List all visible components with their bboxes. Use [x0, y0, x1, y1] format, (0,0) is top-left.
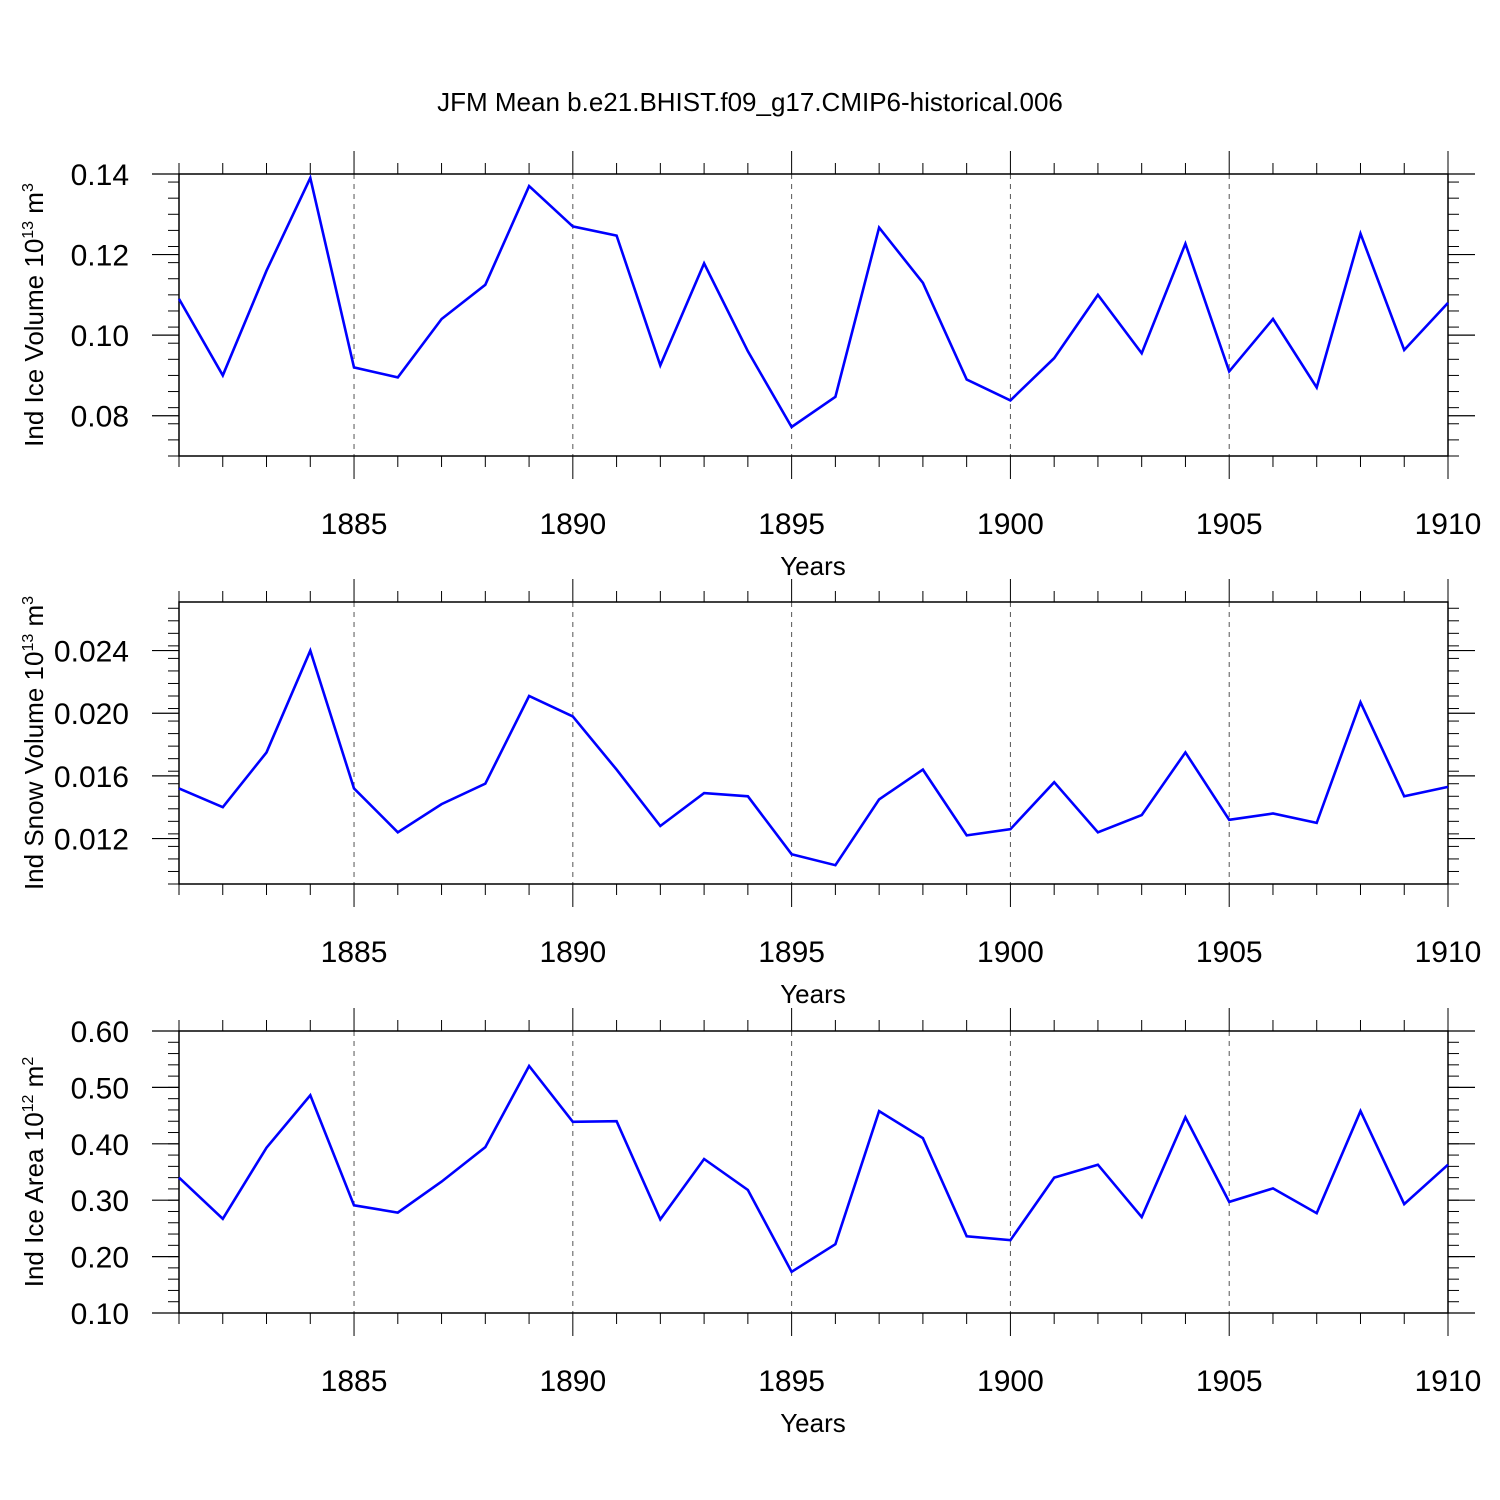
x-tick-label: 1905 [1196, 508, 1263, 541]
y-tick-label: 0.60 [71, 1016, 129, 1049]
x-tick-label: 1910 [1415, 508, 1482, 541]
x-tick-label: 1910 [1415, 936, 1482, 969]
x-tick-label: 1900 [977, 1365, 1044, 1398]
y-tick-label: 0.20 [71, 1242, 129, 1275]
y-tick-label: 0.12 [71, 240, 129, 273]
y-tick-label: 0.10 [71, 320, 129, 353]
figure-title: JFM Mean b.e21.BHIST.f09_g17.CMIP6-histo… [437, 87, 1063, 117]
y-tick-label: 0.024 [54, 636, 129, 669]
y-tick-label: 0.50 [71, 1072, 129, 1105]
x-axis-label: Years [780, 979, 846, 1009]
x-tick-label: 1890 [539, 936, 606, 969]
y-axis-label: Ind Snow Volume 1013 m3 [19, 596, 49, 890]
x-tick-label: 1895 [758, 508, 825, 541]
x-tick-label: 1885 [321, 1365, 388, 1398]
y-tick-label: 0.14 [71, 159, 129, 192]
x-axis-label: Years [780, 1408, 846, 1438]
y-tick-label: 0.40 [71, 1129, 129, 1162]
y-tick-label: 0.012 [54, 824, 129, 857]
x-tick-label: 1890 [539, 1365, 606, 1398]
x-axis-label: Years [780, 551, 846, 581]
y-tick-label: 0.10 [71, 1298, 129, 1331]
x-tick-label: 1900 [977, 508, 1044, 541]
y-tick-label: 0.020 [54, 698, 129, 731]
x-tick-label: 1890 [539, 508, 606, 541]
plot-frame [178, 173, 1449, 457]
x-tick-label: 1910 [1415, 1365, 1482, 1398]
x-tick-label: 1900 [977, 936, 1044, 969]
plot-frame [178, 1030, 1449, 1314]
series-line [178, 1063, 1449, 1274]
x-tick-label: 1905 [1196, 936, 1263, 969]
x-tick-label: 1885 [321, 508, 388, 541]
y-axis-label: Ind Ice Area 1012 m2 [19, 1057, 49, 1288]
y-axis-label: Ind Ice Volume 1013 m3 [19, 183, 49, 447]
y-tick-label: 0.016 [54, 761, 129, 794]
x-tick-label: 1885 [321, 936, 388, 969]
y-tick-label: 0.08 [71, 401, 129, 434]
panel-1: 0.08 0.10 0.12 0.14 1885 1890 1895 1900 1905 1910… [19, 151, 1481, 581]
series-line [177, 174, 1449, 429]
y-tick-label: 0.30 [71, 1185, 129, 1218]
x-tick-label: 1895 [758, 1365, 825, 1398]
x-tick-label: 1895 [758, 936, 825, 969]
panel-2: 0.012 0.016 0.020 0.024 1885 1890 1895 1900 1905… [19, 579, 1481, 1009]
panel-3: 0.10 0.20 0.30 0.40 0.50 0.60 1885 1890 1895 1900… [19, 1008, 1481, 1438]
plot-frame [178, 601, 1449, 885]
series-line [178, 646, 1449, 867]
x-tick-label: 1905 [1196, 1365, 1263, 1398]
